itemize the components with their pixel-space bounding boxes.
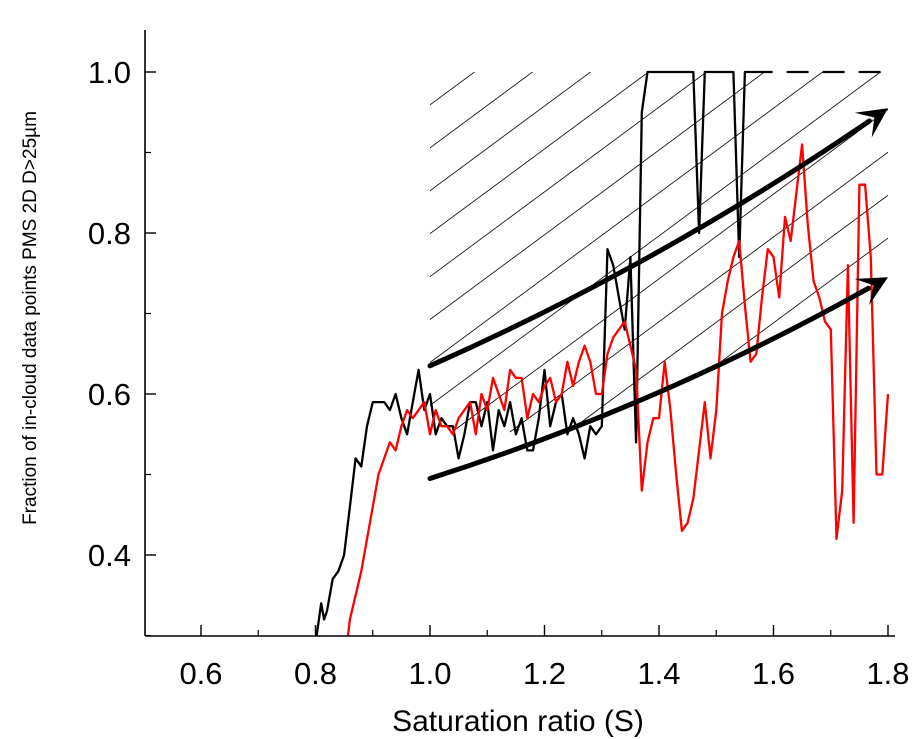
axes	[144, 30, 895, 637]
hatch-line	[451, 72, 888, 433]
hatch-line	[430, 72, 547, 433]
y-tick-label: 1.0	[88, 55, 131, 90]
series-line-1	[315, 70, 751, 636]
x-tick-label: 0.8	[294, 656, 337, 691]
y-tick-label: 0.6	[88, 377, 131, 412]
x-tick-label: 1.6	[752, 656, 795, 691]
hatch-line	[430, 72, 837, 433]
hatch-line	[430, 72, 431, 433]
hatch-line	[430, 72, 888, 433]
tick-labels: 0.6 0.8 1.0 1.2 1.4 1.6 1.8 0.4 0.6 0.8 1.0	[88, 55, 910, 691]
hatch-line	[430, 72, 489, 433]
hatch-line	[430, 72, 663, 433]
series-layer	[315, 70, 890, 636]
x-tick-label: 1.2	[523, 656, 566, 691]
arrow-1-head	[854, 108, 888, 138]
x-tick-label: 1.4	[637, 656, 680, 691]
y-axis-title: Fraction of in-cloud data points PMS 2D …	[20, 111, 41, 525]
y-tick-label: 0.8	[88, 216, 131, 251]
hatch-line	[567, 72, 888, 433]
hatch-line	[741, 72, 888, 433]
hatch-line	[509, 72, 888, 433]
x-axis-title: Saturation ratio (S)	[392, 705, 644, 738]
x-tick-label: 1.0	[408, 656, 451, 691]
hatch-line	[857, 72, 888, 433]
arrow-layer	[427, 108, 888, 482]
x-tick-label: 1.8	[866, 656, 909, 691]
arrow-2-head	[854, 277, 888, 306]
hatched-region	[430, 72, 888, 433]
arrow-2-shaft	[427, 285, 871, 482]
hatch-line	[430, 72, 721, 433]
hatch-line	[430, 72, 605, 433]
x-tick-label: 0.6	[179, 656, 222, 691]
series-line-3	[346, 143, 890, 636]
y-tick-label: 0.4	[88, 538, 131, 573]
arrow-1-shaft	[427, 118, 872, 369]
